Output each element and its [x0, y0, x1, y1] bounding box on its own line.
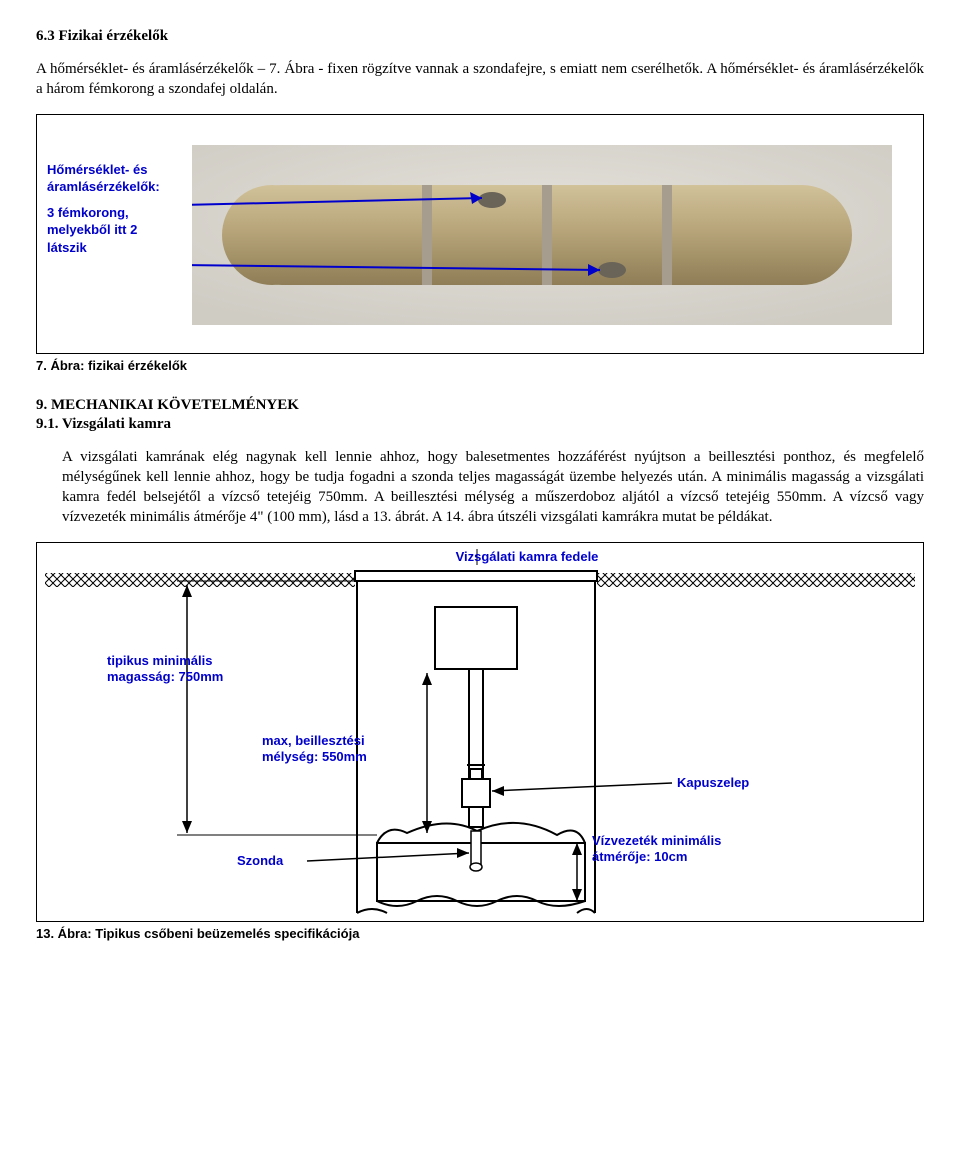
figure-13-label-pipe: Vízvezeték minimális átmérője: 10cm: [592, 833, 782, 867]
section-6-3-title: 6.3 Fizikai érzékelők: [36, 28, 924, 45]
figure-13-label-lid: Vizsgálati kamra fedele: [397, 549, 657, 566]
figure-13-label-height: tipikus minimális magasság: 750mm: [107, 653, 257, 687]
section-9-title: 9. MECHANIKAI KÖVETELMÉNYEK: [36, 397, 924, 414]
figure-7-label-title: Hőmérséklet- és áramlásérzékelők:: [47, 161, 177, 196]
figure-7-caption: 7. Ábra: fizikai érzékelők: [36, 358, 924, 373]
figure-7: Hőmérséklet- és áramlásérzékelők: 3 fémk…: [36, 114, 924, 354]
figure-13-diagram-svg: [37, 543, 923, 922]
figure-7-probe-illustration: [192, 145, 892, 325]
section-9-1-para: A vizsgálati kamrának elég nagynak kell …: [62, 447, 924, 528]
figure-13-caption: 13. Ábra: Tipikus csőbeni beüzemelés spe…: [36, 926, 924, 941]
figure-7-label-desc: 3 fémkorong, melyekből itt 2 látszik: [47, 204, 177, 257]
section-6-3-para: A hőmérséklet- és áramlásérzékelők – 7. …: [36, 59, 924, 100]
figure-13-label-depth: max, beillesztési mélység: 550mm: [262, 733, 412, 767]
figure-13-label-valve: Kapuszelep: [677, 775, 797, 792]
figure-13-label-probe: Szonda: [237, 853, 327, 870]
figure-13: Vizsgálati kamra fedele tipikus minimáli…: [36, 542, 924, 922]
section-9-1-title: 9.1. Vizsgálati kamra: [36, 416, 924, 433]
